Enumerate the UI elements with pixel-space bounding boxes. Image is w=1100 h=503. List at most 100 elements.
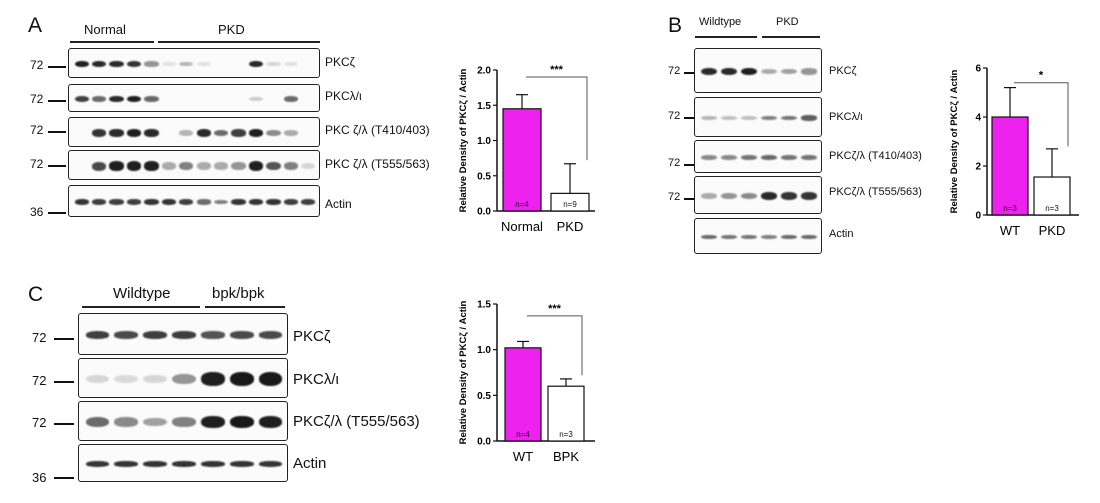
bar (991, 116, 1029, 216)
mw-marker: 72 (30, 58, 44, 72)
mw-marker: 36 (32, 470, 47, 485)
protein-label: PKC ζ/λ (T410/403) (325, 123, 430, 137)
blot-band (201, 416, 225, 428)
bar-n-label: n=9 (563, 200, 577, 209)
blot-strip (78, 401, 288, 441)
blot-band (248, 129, 264, 137)
significance-marker: * (1039, 70, 1044, 82)
blot-band (179, 162, 194, 170)
mw-marker: 72 (30, 92, 44, 106)
significance-bracket (527, 315, 583, 376)
group-line-normal (70, 41, 154, 43)
y-axis-label: Relative Density of PKCζ / Actin (458, 300, 469, 444)
blot-strip (68, 84, 320, 112)
blot-band (91, 199, 107, 205)
protein-label: PKCζ/λ (T555/563) (293, 413, 420, 430)
blot-band (248, 96, 264, 102)
blot-band (301, 199, 316, 205)
blot-band (248, 199, 264, 205)
blot-band (126, 199, 142, 205)
blot-band (85, 461, 110, 467)
blot-band (258, 416, 283, 428)
protein-label: Actin (325, 197, 352, 211)
blot-band (700, 115, 718, 121)
blot-band (144, 129, 159, 137)
blot-strip (78, 444, 288, 482)
y-tick-label: 6 (975, 64, 981, 75)
blot-band (760, 235, 778, 239)
blot-band (760, 192, 778, 200)
mw-marker: 36 (30, 205, 44, 219)
protein-label: PKCζ (325, 55, 355, 69)
protein-label: Actin (829, 228, 854, 240)
blot-band (740, 234, 758, 240)
blot-band (700, 155, 718, 160)
y-tick-label: 0 (975, 211, 981, 222)
blot-band (109, 60, 124, 68)
mw-tick (54, 381, 74, 383)
blot-strip (68, 150, 320, 180)
blot-band (213, 129, 229, 137)
bar (547, 385, 585, 442)
protein-label: PKCλ/ι (293, 371, 339, 388)
blot-band (780, 234, 798, 240)
blot-band (780, 192, 798, 200)
blot-band (283, 61, 298, 67)
blot-band (126, 60, 142, 68)
group-line-pkd (158, 41, 320, 43)
bar-n-label: n=3 (1003, 204, 1017, 213)
blot-strip (694, 218, 822, 254)
x-tick-label: PKD (1039, 223, 1066, 238)
blot-band (800, 155, 818, 160)
mw-tick (684, 164, 694, 166)
blot-band (114, 461, 139, 467)
group-label-pkd: PKD (218, 22, 245, 37)
mw-tick (48, 131, 66, 133)
blot-band (161, 199, 176, 205)
blot-band (229, 461, 254, 467)
group-label-wildtype: Wildtype (113, 285, 171, 302)
blot-band (740, 67, 758, 76)
mw-marker: 72 (32, 373, 47, 388)
significance-marker: *** (550, 64, 564, 76)
blot-band (161, 162, 176, 170)
blot-band (700, 234, 718, 240)
y-tick-label: 1.5 (477, 101, 491, 112)
group-line-bpk (205, 306, 285, 308)
significance-marker: *** (548, 303, 562, 315)
blot-band (213, 162, 229, 170)
x-tick-label: PKD (557, 219, 584, 234)
x-tick-label: BPK (553, 449, 579, 464)
blot-band (231, 199, 246, 205)
blot-band (800, 68, 818, 75)
blot-band (229, 372, 254, 386)
blot-strip (78, 313, 288, 355)
y-tick-label: 4 (975, 113, 981, 124)
mw-tick (48, 66, 66, 68)
blot-band (74, 199, 89, 205)
x-tick-label: WT (513, 449, 533, 464)
bar (502, 108, 542, 212)
significance-bracket (1014, 82, 1069, 147)
bar-n-label: n=3 (1045, 204, 1059, 213)
mw-marker: 72 (30, 123, 44, 137)
panel-letter-a: A (28, 14, 43, 37)
blot-band (229, 416, 254, 428)
blot-band (258, 331, 283, 339)
blot-band (700, 193, 718, 199)
blot-band (283, 96, 298, 102)
bar-chart-b: Relative Density of PKCζ / Actin 0 2 4 6 n=3 W… (949, 64, 1079, 238)
bar-chart-a: Relative Density of PKCζ / Actin 0.0 0.5 1.… (458, 64, 595, 234)
y-tick-label: 0.5 (477, 391, 491, 402)
mw-tick (48, 212, 66, 214)
blot-band (201, 461, 225, 467)
blot-band (143, 417, 167, 427)
protein-label: PKCζ/λ (T410/403) (829, 150, 922, 162)
blot-band (172, 417, 196, 427)
blot-band (780, 68, 798, 75)
mw-marker: 72 (668, 157, 681, 169)
mw-marker: 72 (32, 415, 47, 430)
blot-strip (68, 48, 320, 78)
blot-band (144, 61, 159, 67)
y-tick-label: 2.0 (477, 66, 491, 77)
